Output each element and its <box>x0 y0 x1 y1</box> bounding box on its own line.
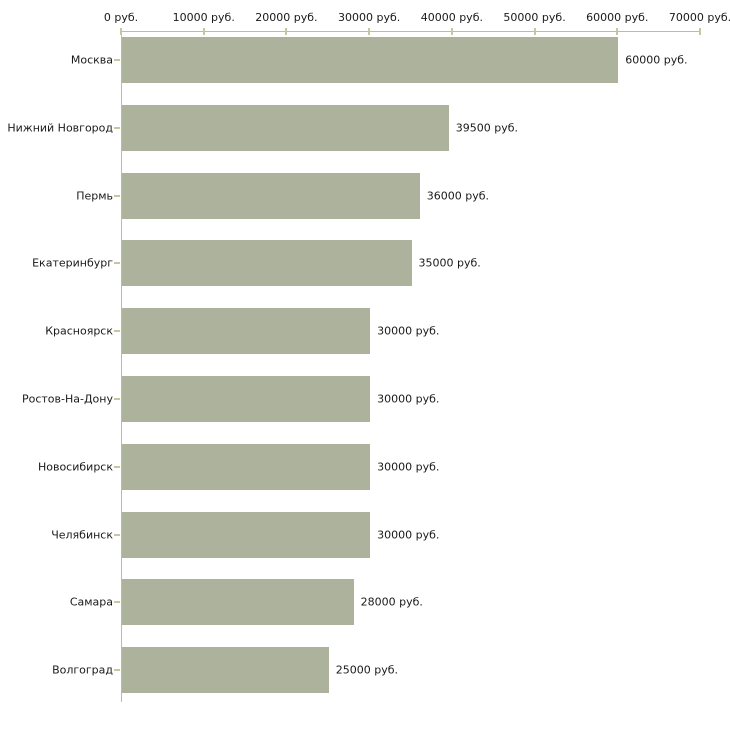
category-tick <box>114 194 120 197</box>
category-label: Ростов-На-Дону <box>21 392 113 406</box>
category-tick <box>114 533 120 536</box>
bar <box>122 104 449 151</box>
value-label: 30000 руб. <box>377 528 440 542</box>
x-axis-tick <box>285 28 288 35</box>
value-label: 30000 руб. <box>377 392 440 406</box>
value-label: 36000 руб. <box>426 189 490 203</box>
category-label: Нижний Новгород <box>7 121 113 135</box>
x-tick-label: 10000 руб. <box>172 11 235 24</box>
x-tick-label: 50000 руб. <box>503 11 566 24</box>
category-label: Красноярск <box>45 324 113 338</box>
x-axis-tick <box>533 28 536 35</box>
category-label: Екатеринбург <box>32 256 113 270</box>
value-label: 25000 руб. <box>335 663 399 677</box>
x-axis-line <box>121 31 700 32</box>
category-label: Челябинск <box>51 528 113 542</box>
x-axis-tick <box>699 28 701 35</box>
bar <box>122 376 371 422</box>
category-tick <box>114 59 120 61</box>
value-label: 30000 руб. <box>377 460 440 474</box>
x-tick-label: 40000 руб. <box>420 11 483 24</box>
bar <box>122 647 329 694</box>
category-label: Москва <box>70 53 113 67</box>
category-label: Самара <box>69 595 113 609</box>
y-axis-line <box>121 31 122 702</box>
x-tick-label: 70000 руб. <box>668 11 730 24</box>
value-label: 39500 руб. <box>455 121 518 135</box>
bar <box>122 308 371 355</box>
x-axis-tick <box>450 28 453 35</box>
value-label: 35000 руб. <box>418 256 481 270</box>
category-label: Волгоград <box>52 663 113 677</box>
category-label: Пермь <box>76 189 113 203</box>
value-label: 28000 руб. <box>360 595 423 609</box>
category-tick <box>114 398 120 400</box>
value-label: 60000 руб. <box>625 53 688 67</box>
category-tick <box>114 601 120 604</box>
bar <box>122 511 371 558</box>
x-tick-label: 30000 руб. <box>338 11 401 24</box>
x-axis-tick <box>368 28 371 35</box>
category-tick <box>114 330 120 333</box>
x-axis-tick <box>120 28 122 35</box>
bar <box>122 37 619 83</box>
bar <box>122 240 412 287</box>
bar <box>122 172 420 219</box>
category-label: Новосибирск <box>37 460 113 474</box>
x-tick-label: 20000 руб. <box>255 11 318 24</box>
x-axis-tick <box>616 28 619 35</box>
x-tick-label: 0 руб. <box>103 11 139 24</box>
x-tick-label: 60000 руб. <box>586 11 649 24</box>
category-tick <box>114 126 120 129</box>
category-tick <box>114 669 120 672</box>
category-tick <box>114 465 120 468</box>
bar <box>122 579 354 626</box>
x-axis-tick <box>202 28 205 35</box>
category-tick <box>114 262 120 265</box>
value-label: 30000 руб. <box>377 324 440 338</box>
bar <box>122 443 371 490</box>
